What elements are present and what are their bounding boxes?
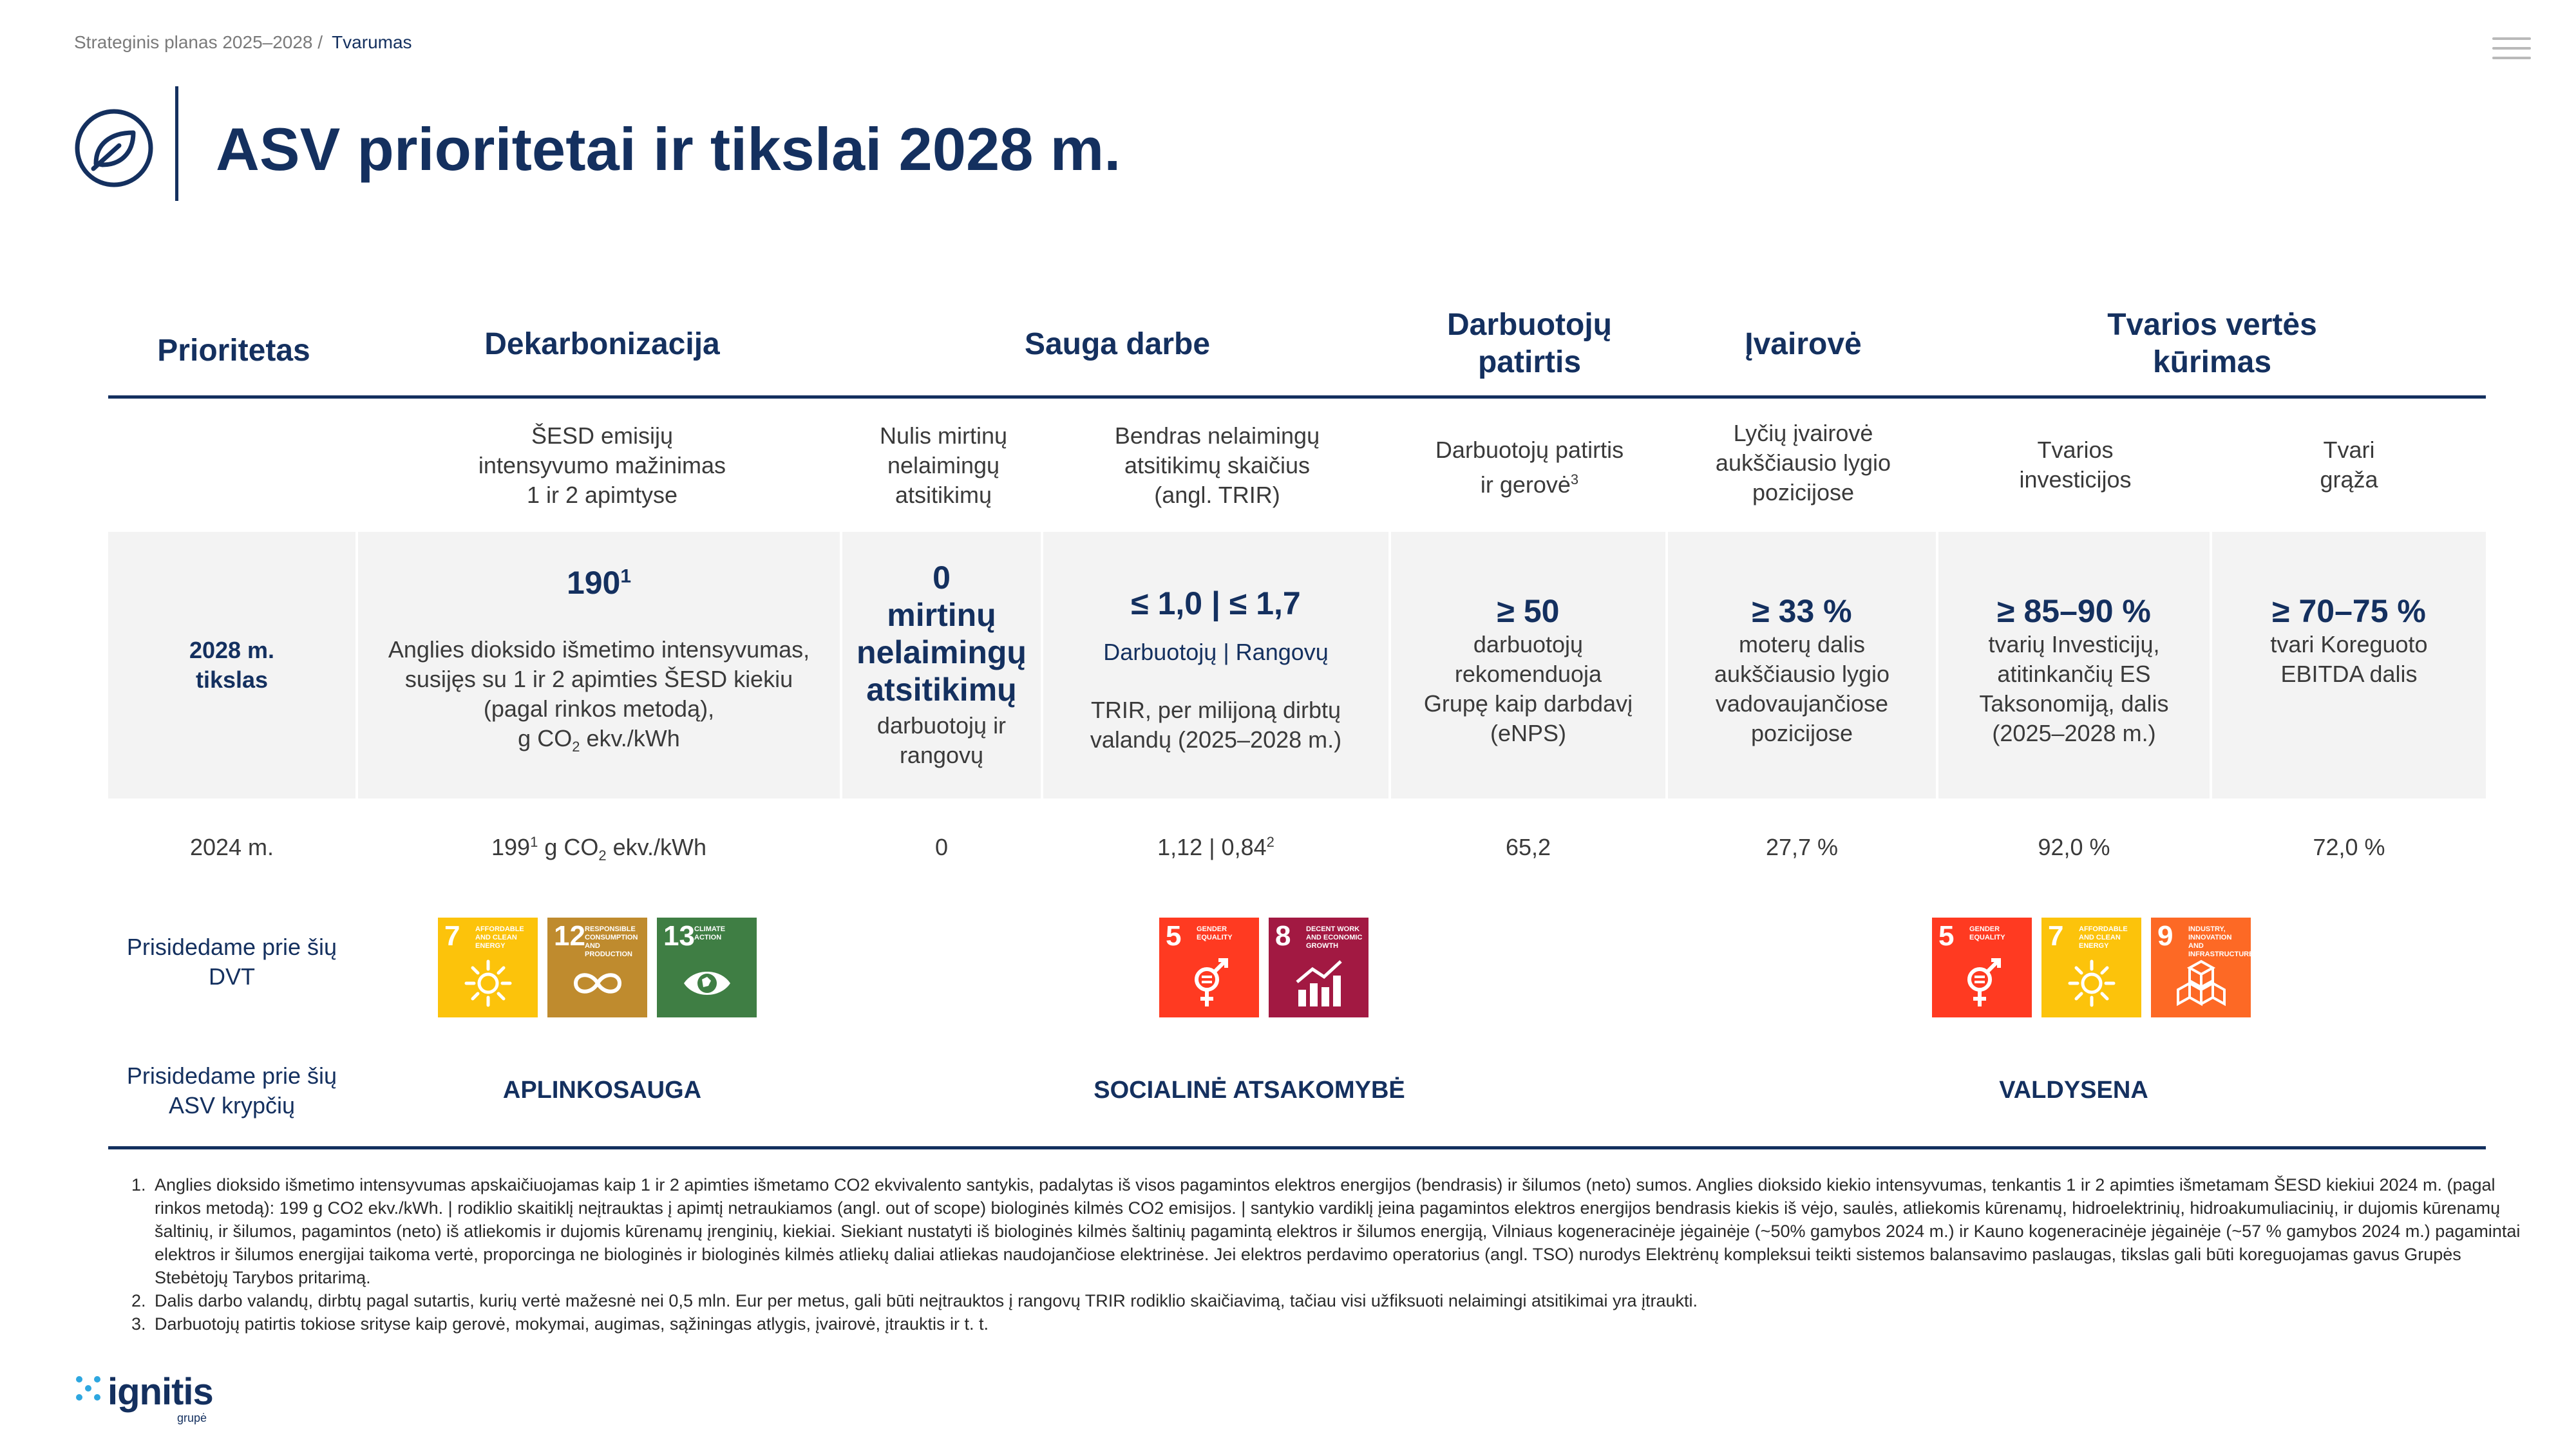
- title-divider: [175, 86, 178, 201]
- hamburger-menu-icon[interactable]: [2492, 37, 2531, 63]
- actual-trir: 1,12 | 0,842: [1157, 834, 1274, 860]
- breadcrumb-current[interactable]: Tvarumas: [332, 32, 412, 52]
- actual-sustainable-return: 72,0 %: [2313, 834, 2385, 860]
- sdg-7-tile: 7 Affordable and clean energy: [438, 918, 538, 1017]
- sdg-5-tile: 5 Gender equality: [1159, 918, 1259, 1017]
- actual-gender-diversity: 27,7 %: [1765, 834, 1839, 860]
- column-header-safety: Sauga darbe: [1024, 327, 1211, 361]
- target-zero-fatalities: 0 mirtinų nelaimingų atsitikimų darbuoto…: [857, 560, 1027, 768]
- growth-icon: [1296, 960, 1342, 1006]
- target-sustainable-investments: ≥ 85–90 % tvarių Investicijų, atitinkanč…: [1979, 593, 2169, 746]
- row-label-2024: 2024 m.: [189, 834, 274, 860]
- infinity-icon: [573, 973, 622, 994]
- eye-globe-icon: [684, 972, 730, 995]
- actual-sustainable-investments: 92,0 %: [2038, 834, 2110, 860]
- footer-rule: [108, 1146, 2486, 1149]
- page-title: ASV prioritetai ir tikslai 2028 m.: [216, 115, 1121, 183]
- footnote-1: Anglies dioksido išmetimo intensyvumas a…: [151, 1173, 2521, 1289]
- gender-icon: [1195, 958, 1228, 1006]
- row-label-esg-directions: Prisidedame prie šių ASV krypčių: [126, 1062, 337, 1119]
- direction-social: SOCIALINĖ ATSAKOMYBĖ: [1094, 1077, 1405, 1104]
- actual-enps: 65,2: [1505, 834, 1551, 860]
- sun-icon: [464, 959, 512, 1007]
- header-rule: [108, 395, 2486, 399]
- target-trir: ≤ 1,0 | ≤ 1,7 Darbuotojų | Rangovų TRIR,…: [1090, 585, 1342, 753]
- column-header-employee-experience: Darbuotojų patirtis: [1447, 308, 1612, 379]
- subheader-trir: Bendras nelaimingų atsitikimų skaičius (an…: [1114, 422, 1320, 508]
- column-header-sustainable-value: Tvarios vertės kūrimas: [2107, 308, 2317, 379]
- footnote-3: Darbuotojų patirtis tokiose srityse kaip…: [151, 1312, 2521, 1336]
- column-header-priority: Prioritetas: [157, 334, 310, 368]
- target-sustainable-return: ≥ 70–75 % tvari Koreguoto EBITDA dalis: [2270, 593, 2428, 687]
- column-header-diversity: Įvairovė: [1745, 327, 1862, 361]
- sdg-13-tile: 13 Climate action: [657, 918, 757, 1017]
- subheader-sustainable-investments: Tvarios investicijos: [2019, 437, 2132, 493]
- breadcrumb: Strateginis planas 2025–2028 / Tvarumas: [74, 32, 412, 53]
- sun-icon: [2068, 959, 2116, 1007]
- footnote-2: Dalis darbo valandų, dirbtų pagal sutart…: [151, 1289, 2521, 1312]
- ignitis-mark-icon: [76, 1376, 100, 1401]
- subheader-sustainable-return: Tvari grąža: [2320, 437, 2378, 493]
- cubes-icon: [2177, 959, 2226, 1006]
- sdg-12-tile: 12 Responsible consumption and production: [547, 918, 647, 1017]
- actual-fatalities: 0: [934, 834, 949, 860]
- row-label-sdg: Prisidedame prie šių DVT: [126, 934, 337, 990]
- sdg-7-tile-governance: 7 Affordable and clean energy: [2041, 918, 2141, 1017]
- subheader-zero-fatalities: Nulis mirtinų nelaimingų atsitikimų: [879, 422, 1008, 508]
- target-ghg-intensity: 1901 Anglies dioksido išmetimo intensyvu…: [388, 565, 810, 755]
- column-header-decarbonization: Dekarbonizacija: [484, 327, 720, 361]
- actual-ghg-intensity: 1991 g CO2 ekv./kWh: [491, 834, 706, 864]
- subheader-gender-diversity: Lyčių įvairovė aukščiausio lygio pozicijos…: [1715, 420, 1891, 505]
- target-gender-diversity: ≥ 33 % moterų dalis aukščiausio lygio va…: [1714, 593, 1890, 746]
- leaf-icon: [75, 109, 153, 187]
- footnotes: Anglies dioksido išmetimo intensyvumas a…: [128, 1173, 2521, 1336]
- row-label-target-2028: 2028 m. tikslas: [189, 637, 275, 693]
- sdg-8-tile: 8 Decent work and economic growth: [1269, 918, 1368, 1017]
- target-enps: ≥ 50 darbuotojų rekomenduoja Grupę kaip …: [1423, 593, 1633, 746]
- sdg-9-tile: 9 Industry, innovation and infrastructure: [2151, 918, 2251, 1017]
- gender-icon: [1967, 958, 2001, 1006]
- subheader-ghg-intensity: ŠESD emisijų intensyvumo mažinimas 1 ir 2 …: [478, 422, 726, 508]
- sdg-5-tile-governance: 5 Gender equality: [1932, 918, 2032, 1017]
- direction-governance: VALDYSENA: [1999, 1077, 2148, 1104]
- direction-environment: APLINKOSAUGA: [502, 1077, 702, 1104]
- subheader-employee-wellbeing: Darbuotojų patirtis ir gerovė3: [1435, 437, 1624, 498]
- breadcrumb-parent[interactable]: Strateginis planas 2025–2028 /: [74, 32, 323, 52]
